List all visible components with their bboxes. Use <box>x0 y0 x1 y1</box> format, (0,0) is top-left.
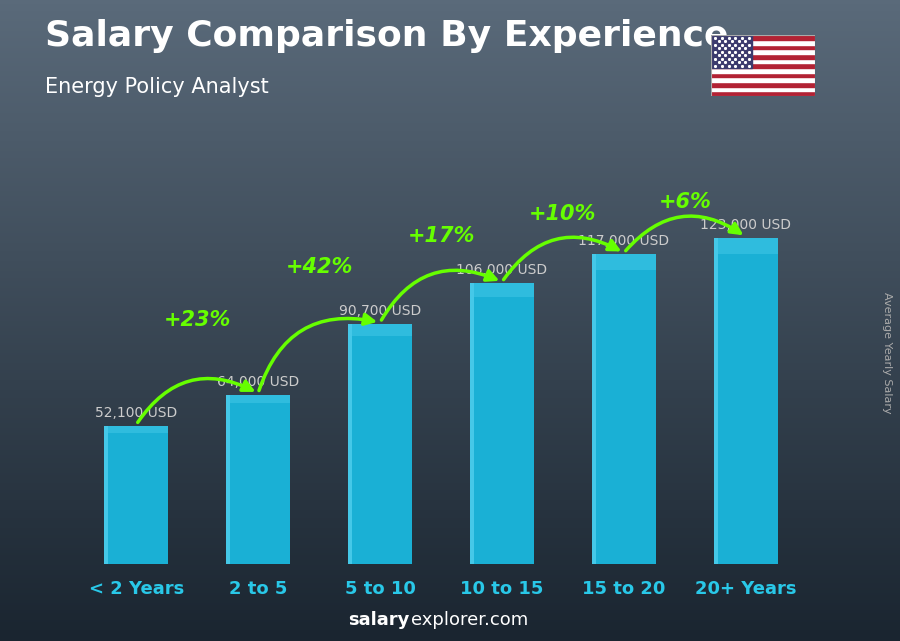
Text: +17%: +17% <box>408 226 474 246</box>
Bar <box>711 35 814 40</box>
Text: +23%: +23% <box>164 310 230 329</box>
Text: 52,100 USD: 52,100 USD <box>95 406 177 420</box>
Bar <box>104 426 168 564</box>
Bar <box>471 283 534 297</box>
Text: salary: salary <box>348 612 410 629</box>
Text: 106,000 USD: 106,000 USD <box>456 263 547 278</box>
Bar <box>711 45 814 49</box>
Bar <box>711 82 814 87</box>
Bar <box>711 35 752 68</box>
Bar <box>227 394 290 564</box>
Bar <box>227 394 230 564</box>
Bar <box>471 283 534 564</box>
Bar <box>711 49 814 54</box>
Text: Average Yearly Salary: Average Yearly Salary <box>881 292 892 413</box>
Bar <box>714 238 778 564</box>
Bar <box>104 426 108 564</box>
Bar <box>711 72 814 78</box>
Bar <box>471 283 474 564</box>
Bar <box>592 254 655 270</box>
Bar <box>711 54 814 59</box>
Bar <box>714 238 778 254</box>
Text: 123,000 USD: 123,000 USD <box>700 219 791 233</box>
Bar <box>711 40 814 45</box>
Text: +42%: +42% <box>285 256 353 276</box>
Bar <box>348 324 411 336</box>
Bar <box>348 324 411 564</box>
Text: explorer.com: explorer.com <box>411 612 528 629</box>
Text: +6%: +6% <box>659 192 711 212</box>
Text: 117,000 USD: 117,000 USD <box>579 234 670 248</box>
Bar <box>592 254 655 564</box>
Text: 90,700 USD: 90,700 USD <box>339 304 421 318</box>
Text: Energy Policy Analyst: Energy Policy Analyst <box>45 77 269 97</box>
Bar <box>711 68 814 72</box>
Text: Salary Comparison By Experience: Salary Comparison By Experience <box>45 19 728 53</box>
Bar <box>711 92 814 96</box>
Bar <box>592 254 596 564</box>
Bar <box>348 324 352 564</box>
Bar <box>711 59 814 63</box>
Bar <box>711 87 814 92</box>
Bar <box>714 238 718 564</box>
Bar <box>711 78 814 82</box>
Bar <box>104 426 168 433</box>
Text: 64,000 USD: 64,000 USD <box>217 375 299 388</box>
Bar <box>711 63 814 68</box>
Text: +10%: +10% <box>529 204 597 224</box>
Bar <box>227 394 290 403</box>
